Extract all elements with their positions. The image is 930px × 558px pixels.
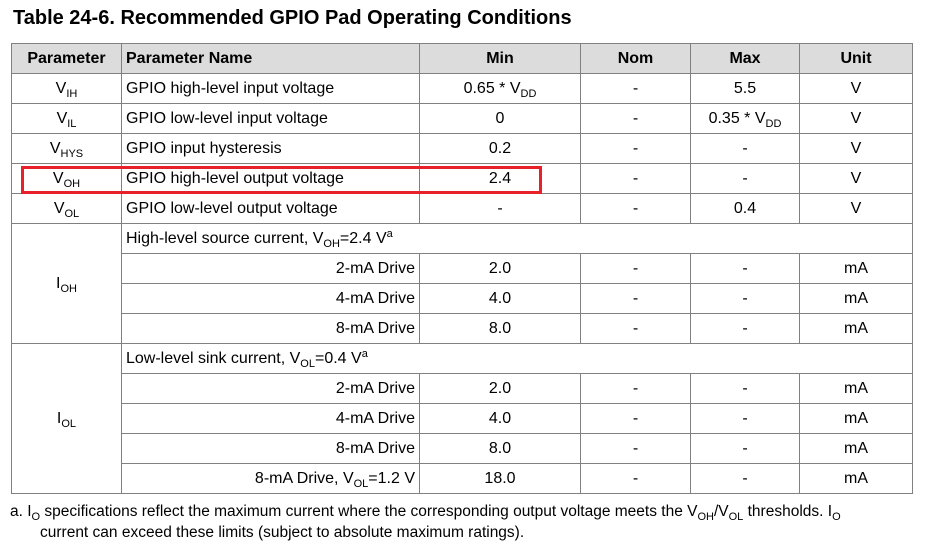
min-value: 8.0 [419, 313, 581, 344]
drive-label: 2-mA Drive [121, 373, 420, 404]
header-max: Max [690, 43, 800, 74]
nom-value: - [580, 163, 691, 194]
footnote-line-1: a. IO specifications reflect the maximum… [10, 503, 841, 523]
max-value: - [690, 283, 800, 314]
header-parameter: Parameter [11, 43, 122, 74]
min-value: 2.0 [419, 253, 581, 284]
max-value: - [690, 433, 800, 464]
gpio-conditions-table: Parameter Parameter Name Min Nom Max Uni… [11, 43, 913, 494]
unit-value: mA [799, 283, 913, 314]
iol-group-header: Low-level sink current, VOL=0.4 Va [121, 343, 913, 374]
unit-value: mA [799, 403, 913, 434]
min-value: 4.0 [419, 403, 581, 434]
min-value: 4.0 [419, 283, 581, 314]
symbol: VHYS [11, 133, 122, 164]
unit-value: mA [799, 253, 913, 284]
unit-value: V [799, 133, 913, 164]
unit-value: mA [799, 433, 913, 464]
header-min: Min [419, 43, 581, 74]
max-value: - [690, 133, 800, 164]
table-row: 8-mA Drive 8.0 - - mA [12, 313, 913, 344]
header-nom: Nom [580, 43, 691, 74]
min-value: 0 [419, 103, 581, 134]
max-value: - [690, 163, 800, 194]
max-value: - [690, 253, 800, 284]
min-value: 0.65 * VDD [419, 73, 581, 104]
nom-value: - [580, 103, 691, 134]
min-value: - [419, 193, 581, 224]
symbol: VOL [11, 193, 122, 224]
max-value: 0.4 [690, 193, 800, 224]
unit-value: mA [799, 373, 913, 404]
nom-value: - [580, 73, 691, 104]
max-value: - [690, 313, 800, 344]
table-row: 8-mA Drive, VOL=1.2 V 18.0 - - mA [12, 463, 913, 494]
symbol-ioh: IOH [11, 223, 122, 344]
footnote-line-2: current can exceed these limits (subject… [40, 524, 525, 541]
drive-label: 8-mA Drive, VOL=1.2 V [121, 463, 420, 494]
table-row-iol-header: IOL Low-level sink current, VOL=0.4 Va [11, 343, 913, 494]
parameter-name: GPIO input hysteresis [121, 133, 420, 164]
max-value: - [690, 463, 800, 494]
unit-value: V [799, 73, 913, 104]
table-row: 8-mA Drive 8.0 - - mA [12, 433, 913, 464]
nom-value: - [580, 433, 691, 464]
nom-value: - [580, 403, 691, 434]
table-row-ioh-header: IOH High-level source current, VOH=2.4 V… [11, 223, 913, 344]
table-row: 4-mA Drive 4.0 - - mA [12, 403, 913, 434]
drive-label: 4-mA Drive [121, 283, 420, 314]
table-row-vol: VOL GPIO low-level output voltage - - 0.… [11, 193, 913, 224]
header-parameter-name: Parameter Name [121, 43, 420, 74]
symbol: VIL [11, 103, 122, 134]
parameter-name: GPIO low-level input voltage [121, 103, 420, 134]
symbol: VIH [11, 73, 122, 104]
unit-value: V [799, 163, 913, 194]
unit-value: V [799, 103, 913, 134]
nom-value: - [580, 313, 691, 344]
nom-value: - [580, 283, 691, 314]
max-value: - [690, 373, 800, 404]
table-row: 4-mA Drive 4.0 - - mA [12, 283, 913, 314]
nom-value: - [580, 253, 691, 284]
highlight-box [21, 166, 542, 194]
drive-label: 2-mA Drive [121, 253, 420, 284]
drive-label: 8-mA Drive [121, 313, 420, 344]
min-value: 8.0 [419, 433, 581, 464]
parameter-name: GPIO low-level output voltage [121, 193, 420, 224]
drive-label: 4-mA Drive [121, 403, 420, 434]
unit-value: mA [799, 463, 913, 494]
ioh-group-header: High-level source current, VOH=2.4 Va [121, 223, 913, 254]
max-value: 5.5 [690, 73, 800, 104]
nom-value: - [580, 193, 691, 224]
table-row: 2-mA Drive 2.0 - - mA [12, 373, 913, 404]
drive-label: 8-mA Drive [121, 433, 420, 464]
header-row: Parameter Parameter Name Min Nom Max Uni… [11, 43, 913, 74]
symbol-iol: IOL [11, 343, 122, 494]
unit-value: mA [799, 313, 913, 344]
min-value: 0.2 [419, 133, 581, 164]
table-title: Table 24-6. Recommended GPIO Pad Operati… [13, 7, 572, 29]
footnote: a. IO specifications reflect the maximum… [10, 501, 915, 543]
table-row: 2-mA Drive 2.0 - - mA [12, 253, 913, 284]
min-value: 18.0 [419, 463, 581, 494]
parameter-name: GPIO high-level input voltage [121, 73, 420, 104]
table-row-vhys: VHYS GPIO input hysteresis 0.2 - - V [11, 133, 913, 164]
nom-value: - [580, 133, 691, 164]
unit-value: V [799, 193, 913, 224]
nom-value: - [580, 463, 691, 494]
header-unit: Unit [799, 43, 913, 74]
table-row-vih: VIH GPIO high-level input voltage 0.65 *… [11, 73, 913, 104]
table-row-vil: VIL GPIO low-level input voltage 0 - 0.3… [11, 103, 913, 134]
max-value: 0.35 * VDD [690, 103, 800, 134]
nom-value: - [580, 373, 691, 404]
max-value: - [690, 403, 800, 434]
min-value: 2.0 [419, 373, 581, 404]
